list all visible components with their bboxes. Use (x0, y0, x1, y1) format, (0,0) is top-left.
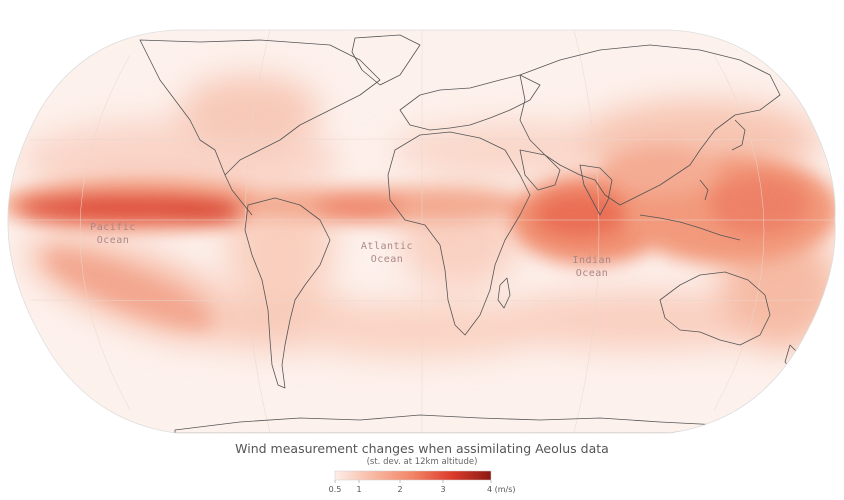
coastlines (139, 34, 801, 433)
north-america-coast (139, 39, 381, 176)
asia-coast (519, 44, 781, 206)
central-america-coast (224, 174, 253, 216)
atlantic-ocean-label-line2: Ocean (371, 254, 404, 265)
pacific-ocean-label-line1: Pacific (90, 222, 136, 233)
atlantic-ocean-label-line1: Atlantic (361, 241, 413, 252)
indonesia-coast (639, 214, 741, 241)
map-title: Wind measurement changes when assimilati… (235, 441, 609, 456)
antarctica-coast (174, 414, 721, 433)
philippines-coast (699, 179, 709, 201)
legend-tick-label: 3 (440, 485, 445, 494)
legend-tick-label: 0.5 (329, 485, 342, 494)
legend-tick-label: 2 (397, 485, 402, 494)
australia-coast (659, 271, 771, 346)
south-america-coast (244, 197, 331, 389)
anomaly-field: Pacific Ocean Atlantic Ocean Indian Ocea… (7, 30, 836, 433)
india-coast (579, 164, 613, 216)
africa-coast (387, 131, 531, 336)
legend-tick-label: 4 (m/s) (487, 485, 516, 494)
map-subtitle: (st. dev. at 12km altitude) (366, 457, 478, 467)
europe-coast (399, 74, 541, 131)
indian-ocean-label-line1: Indian (572, 255, 611, 266)
arabia-coast (519, 149, 561, 191)
madagascar-coast (497, 277, 511, 309)
indian-ocean-label-line2: Ocean (576, 268, 609, 279)
legend-ticks: 0.5 1 2 3 4 (m/s) (329, 480, 516, 494)
legend-tick-label: 1 (356, 485, 361, 494)
pacific-ocean-label-line2: Ocean (97, 235, 130, 246)
japan-coast (731, 119, 746, 151)
greenland-coast (351, 34, 421, 86)
world-map: Pacific Ocean Atlantic Ocean Indian Ocea… (7, 29, 836, 434)
color-legend: 0.5 1 2 3 4 (m/s) (329, 470, 516, 494)
legend-color-bar (334, 470, 492, 481)
